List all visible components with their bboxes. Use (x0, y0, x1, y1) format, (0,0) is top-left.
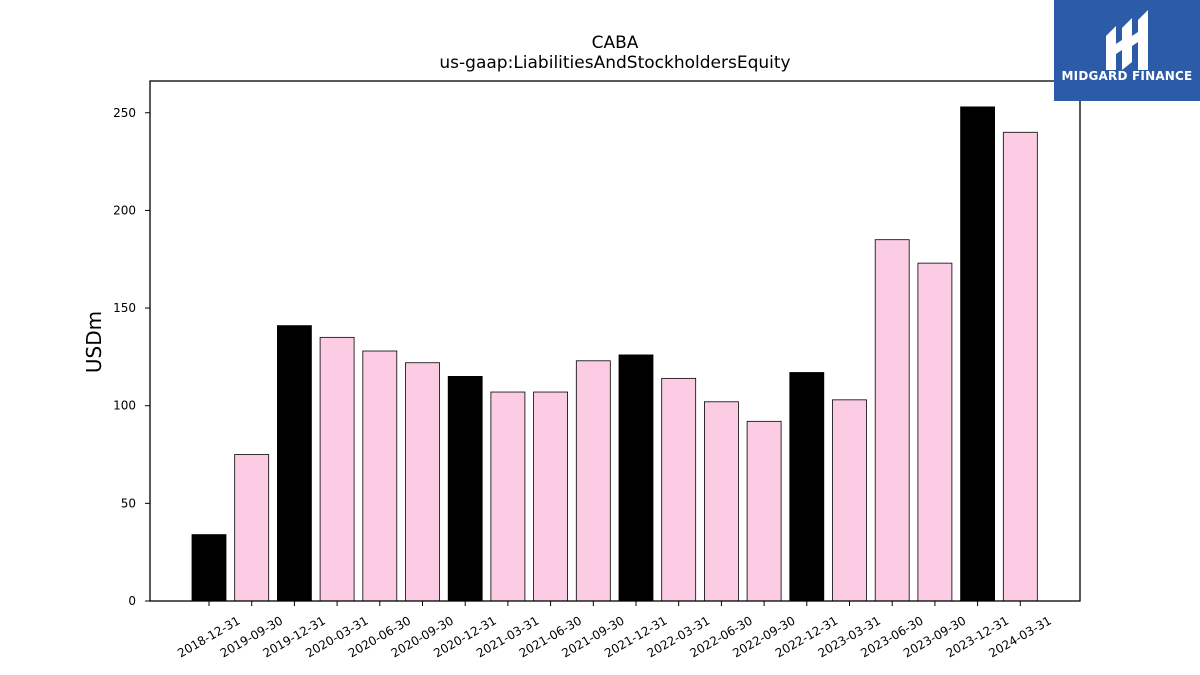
y-tick-label: 200 (113, 203, 136, 217)
y-tick-label: 150 (113, 301, 136, 315)
bar-2023-09-30 (917, 262, 953, 602)
bar-2022-06-30 (704, 401, 739, 602)
plot-frame (149, 80, 1081, 602)
midgard-logo-icon (1106, 10, 1148, 70)
bar-2021-06-30 (533, 391, 568, 602)
bar-2022-09-30 (746, 420, 782, 602)
bar-2019-09-30 (234, 454, 270, 602)
logo-text: MIDGARD FINANCE (1061, 69, 1193, 83)
x-ticks-group: 2018-12-312019-09-302019-12-312020-03-31… (175, 601, 1054, 660)
bar-2023-06-30 (874, 239, 910, 602)
y-tick-label: 250 (113, 106, 136, 120)
midgard-logo: MIDGARD FINANCE (1054, 0, 1200, 101)
chart-subtitle: us-gaap:LiabilitiesAndStockholdersEquity (439, 53, 790, 73)
bar-2022-12-31 (789, 372, 825, 602)
chart-title: CABA (592, 33, 639, 53)
bars-group (191, 106, 1038, 602)
y-axis-label: USDm (82, 311, 106, 373)
y-tick-label: 0 (128, 594, 136, 608)
bar-2020-12-31 (447, 376, 483, 602)
bar-2020-03-31 (319, 336, 355, 602)
bar-2021-12-31 (618, 354, 654, 602)
y-tick-label: 100 (113, 399, 136, 413)
bar-2024-03-31 (1002, 131, 1038, 602)
bar-2021-09-30 (575, 360, 611, 602)
bar-2019-12-31 (276, 325, 312, 602)
bar-2022-03-31 (661, 377, 697, 602)
y-ticks-group: 0 50 100 150 200 250 (113, 106, 150, 608)
bar-2023-03-31 (832, 399, 867, 602)
bar-2020-09-30 (405, 362, 440, 602)
y-tick-label: 50 (121, 496, 136, 510)
bar-2023-12-31 (960, 106, 995, 602)
bar-2018-12-31 (191, 534, 227, 602)
bar-2021-03-31 (490, 391, 526, 602)
bar-2020-06-30 (362, 350, 398, 602)
